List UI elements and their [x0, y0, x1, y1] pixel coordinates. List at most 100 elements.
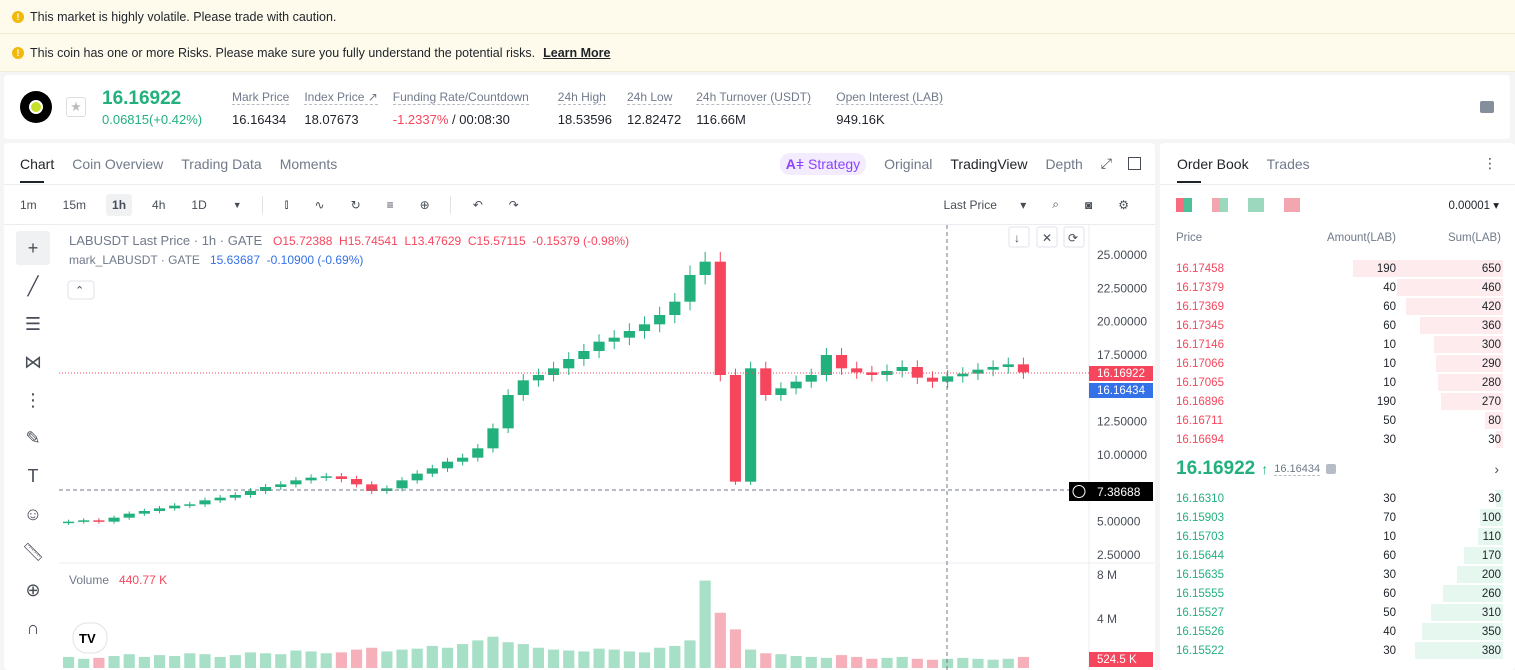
info-icon[interactable] — [1326, 464, 1337, 474]
interval-15m[interactable]: 15m — [62, 197, 87, 212]
header-amount: Amount(LAB) — [1326, 232, 1396, 244]
favorite-star-icon[interactable]: ★ — [66, 97, 86, 117]
strategy-button[interactable]: Aǂ Strategy — [779, 152, 867, 175]
row-price: 16.17065 — [1176, 376, 1224, 389]
both-sides-icon[interactable] — [1176, 198, 1192, 212]
ask-row[interactable]: 16.17379 40 460 — [1160, 278, 1515, 297]
magnet-icon[interactable]: ∩ — [26, 617, 40, 638]
collapse-button[interactable] — [1036, 226, 1058, 248]
bid-row[interactable]: 16.15526 40 350 — [1160, 622, 1515, 641]
interval-1m[interactable]: 1m — [20, 197, 37, 212]
bid-row[interactable]: 16.15555 60 260 — [1160, 584, 1515, 603]
ask-row[interactable]: 16.17146 10 300 — [1160, 335, 1515, 354]
candle — [926, 377, 939, 382]
tab-chart[interactable]: Chart — [20, 155, 55, 183]
expand-icon[interactable]: ⤢ — [1100, 155, 1112, 171]
refresh-icon[interactable]: ↻ — [350, 197, 361, 212]
risk-banner: ! This coin has one or more Risks. Pleas… — [0, 34, 1515, 72]
cursor-tag-bg — [1069, 482, 1153, 501]
more-icon[interactable]: ⋮ — [1483, 155, 1497, 171]
window-icon[interactable] — [1128, 157, 1141, 170]
undo-icon[interactable]: ↶ — [472, 197, 483, 212]
chevron-down-icon[interactable]: ▼ — [232, 199, 242, 210]
candle — [123, 513, 135, 518]
price-tick: 2.50000 — [1097, 548, 1141, 562]
asks-only-icon[interactable] — [1284, 198, 1300, 212]
candle — [638, 324, 651, 331]
row-price: 16.15703 — [1176, 530, 1224, 543]
interval-4h[interactable]: 4h — [152, 197, 166, 212]
row-sum: 460 — [1481, 281, 1501, 294]
price-tick: 5.00000 — [1097, 515, 1141, 529]
ask-row[interactable]: 16.17458 190 650 — [1160, 259, 1515, 278]
mode-tradingview[interactable]: TradingView — [950, 155, 1028, 172]
tv-logo-text: TV — [79, 631, 96, 646]
volume-bar — [608, 649, 620, 668]
bid-row[interactable]: 16.15635 30 200 — [1160, 565, 1515, 584]
fib-icon[interactable]: ☰ — [24, 313, 42, 334]
bids-only-icon[interactable] — [1248, 198, 1264, 212]
emoji-icon[interactable]: ☺ — [23, 503, 43, 524]
brush-icon[interactable]: ✎ — [25, 427, 41, 448]
camera-icon[interactable]: ◙ — [1084, 197, 1093, 212]
chevron-up-icon: ⌃ — [75, 285, 84, 297]
volume-bar — [729, 629, 742, 668]
bid-row[interactable]: 16.15527 50 310 — [1160, 603, 1515, 622]
zoom-icon[interactable]: ⊕ — [25, 579, 41, 600]
gear-icon[interactable]: ⚙ — [1118, 197, 1129, 212]
ask-row[interactable]: 16.16694 30 30 — [1160, 430, 1515, 449]
mark-legend-title: mark_LABUSDT · GATE — [69, 253, 200, 267]
ask-row[interactable]: 16.17369 60 420 — [1160, 297, 1515, 316]
notes-icon[interactable] — [1480, 101, 1494, 113]
interval-1h[interactable]: 1h — [106, 193, 133, 216]
bid-row[interactable]: 16.15644 60 170 — [1160, 546, 1515, 565]
candle — [199, 500, 211, 505]
learn-more-link[interactable]: Learn More — [543, 45, 611, 60]
price-type-select[interactable]: Last Price ▾ — [932, 194, 1033, 216]
precision-select[interactable]: 0.00001 ▾ — [1448, 200, 1499, 212]
redo-icon[interactable]: ↷ — [508, 197, 519, 212]
templates-icon[interactable]: ≡ — [386, 197, 394, 212]
interval-1d[interactable]: 1D — [191, 197, 207, 212]
tab-order-book[interactable]: Order Book — [1177, 155, 1249, 183]
tab-trading-data[interactable]: Trading Data — [181, 155, 262, 172]
ask-row[interactable]: 16.16896 190 270 — [1160, 392, 1515, 411]
tab-trades[interactable]: Trades — [1266, 155, 1310, 172]
pattern-icon[interactable]: ⋈ — [24, 351, 42, 372]
text-icon[interactable]: T — [27, 465, 39, 486]
ask-row[interactable]: 16.17345 60 360 — [1160, 316, 1515, 335]
ask-row[interactable]: 16.17066 10 290 — [1160, 354, 1515, 373]
ask-row[interactable]: 16.16711 50 80 — [1160, 411, 1515, 430]
add-icon[interactable]: ⊕ — [419, 197, 430, 212]
mode-original[interactable]: Original — [884, 155, 933, 172]
legend-change: -0.15379 (-0.98%) — [532, 234, 630, 248]
bid-row[interactable]: 16.15903 70 100 — [1160, 508, 1515, 527]
chart-panel: Chart Coin Overview Trading Data Moments… — [4, 143, 1155, 670]
candle-type-icon[interactable]: ⫾ — [284, 197, 289, 211]
tab-moments[interactable]: Moments — [279, 155, 338, 172]
reset-button[interactable] — [1063, 226, 1085, 248]
trendline-icon[interactable]: ╱ — [27, 275, 39, 296]
volume-bar — [896, 656, 908, 668]
both-sides-alt-icon[interactable] — [1212, 198, 1228, 212]
price-chart[interactable]: 25.00000 22.50000 20.00000 17.50000 12.50000… — [59, 225, 1154, 670]
legend-toggle[interactable] — [67, 280, 95, 300]
chevron-right-icon[interactable]: › — [1494, 461, 1499, 477]
bid-row[interactable]: 16.16310 30 30 — [1160, 489, 1515, 508]
indicators-icon[interactable]: ∿ — [314, 197, 325, 212]
mode-depth[interactable]: Depth — [1045, 155, 1083, 172]
ruler-icon[interactable]: 📏︎ — [21, 541, 45, 562]
search-icon[interactable]: ⌕ — [1052, 197, 1059, 211]
row-sum: 310 — [1481, 606, 1501, 619]
crosshair-icon[interactable]: + — [16, 231, 50, 265]
depth-bar — [1480, 509, 1503, 526]
add-alert-icon[interactable] — [1072, 485, 1086, 498]
projection-icon[interactable]: ⋮ — [24, 389, 42, 410]
tab-coin-overview[interactable]: Coin Overview — [72, 155, 164, 172]
ask-row[interactable]: 16.17065 10 280 — [1160, 373, 1515, 392]
candle — [851, 368, 863, 373]
bid-row[interactable]: 16.15703 10 110 — [1160, 527, 1515, 546]
scroll-down-button[interactable] — [1008, 226, 1030, 248]
bid-row[interactable]: 16.15522 30 380 — [1160, 641, 1515, 660]
volume-bar — [623, 651, 635, 668]
